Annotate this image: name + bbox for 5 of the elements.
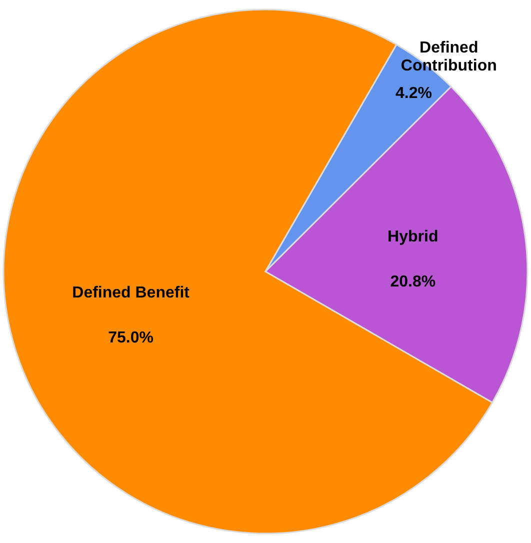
slice-label: Defined Benefit xyxy=(72,284,190,302)
data-label: 20.8% xyxy=(390,273,436,290)
data-label: 75.0% xyxy=(108,329,154,346)
data-label: 4.2% xyxy=(396,85,432,102)
slice-label: Hybrid xyxy=(388,228,438,246)
